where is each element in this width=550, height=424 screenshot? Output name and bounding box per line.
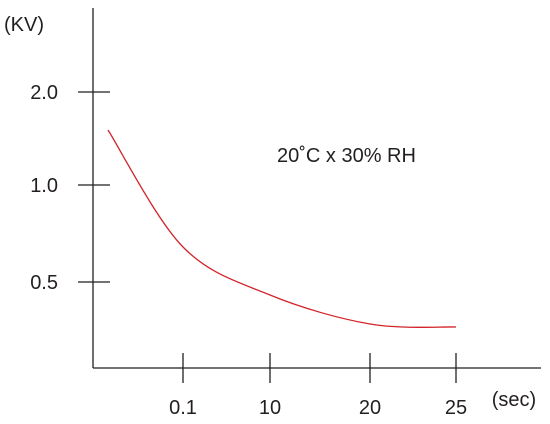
x-tick-label: 25 [445,397,467,419]
x-ticks: 0.1 10 20 25 [169,353,467,419]
x-tick-label: 0.1 [169,397,197,419]
y-tick-label: 0.5 [30,272,58,294]
axes [92,8,541,369]
series-line-0 [107,129,457,328]
y-tick-label: 1.0 [30,175,58,197]
y-ticks: 0.5 1.0 2.0 [30,82,110,294]
y-axis-label: (KV) [4,14,44,36]
series-layer [107,129,457,328]
condition-annotation: 20˚C x 30% RH [277,145,416,167]
x-tick-label: 20 [359,397,381,419]
y-tick-label: 2.0 [30,82,58,104]
x-axis-label: (sec) [492,389,536,411]
x-tick-label: 10 [259,397,281,419]
